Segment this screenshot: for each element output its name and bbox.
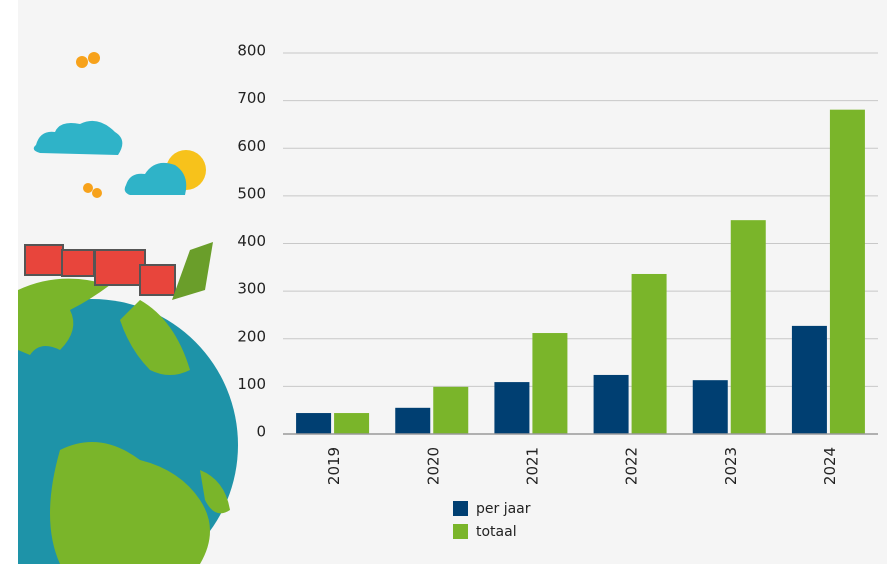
bar [692,380,728,434]
x-tick-label: 2020 [424,447,442,485]
x-tick-label: 2023 [722,447,740,485]
legend-swatch [453,524,468,539]
legend: per jaar totaal [453,501,531,540]
y-tick-label: 700 [237,89,266,107]
legend-swatch [453,501,468,516]
x-tick-label: 2022 [623,447,641,485]
x-tick-label: 2021 [523,447,541,485]
y-tick-label: 200 [237,327,266,345]
margin [0,0,18,564]
bar [532,333,568,434]
bar [593,374,629,434]
legend-label: totaal [476,524,517,540]
illustration [18,52,238,564]
bar [433,386,469,434]
bar [730,220,766,434]
bar [494,382,530,434]
bar [334,413,370,434]
bar [791,325,827,434]
bar [631,273,667,434]
x-tick-label: 2024 [821,447,839,485]
bar [829,109,865,434]
y-tick-label: 500 [237,184,266,202]
legend-label: per jaar [476,501,531,517]
y-tick-label: 100 [237,375,266,393]
bar [395,407,431,434]
y-tick-label: 600 [237,137,266,155]
y-tick-label: 800 [237,42,266,60]
y-tick-label: 300 [237,280,266,298]
y-tick-label: 0 [256,423,266,441]
x-tick-label: 2019 [325,447,343,485]
bar [296,413,332,434]
y-tick-label: 400 [237,232,266,250]
